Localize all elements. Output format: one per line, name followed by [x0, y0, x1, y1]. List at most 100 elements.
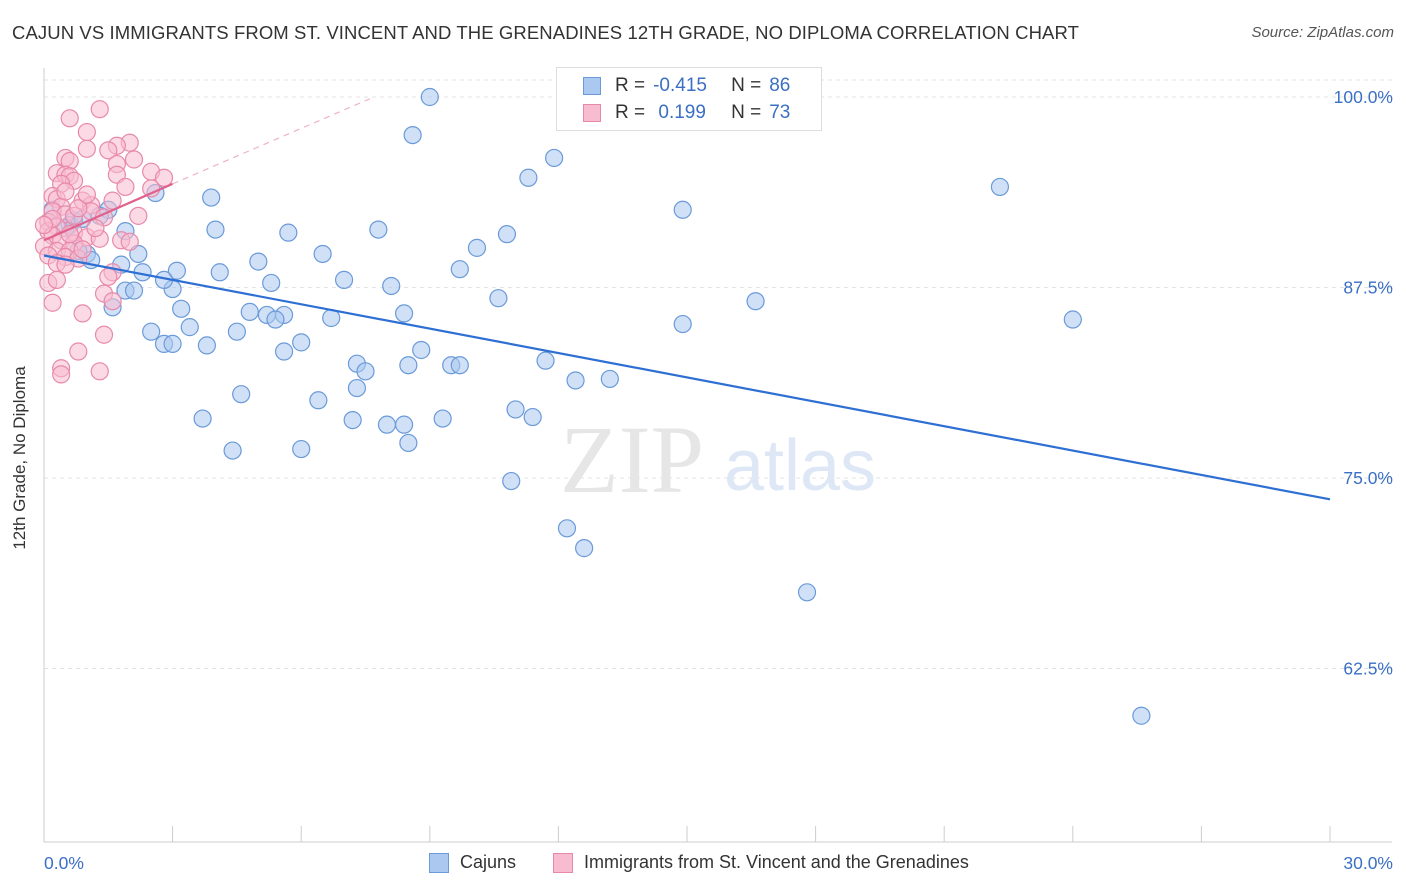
immigrant-point: [43, 293, 62, 312]
legend-label: Cajuns: [460, 852, 517, 872]
cajun-point: [262, 273, 281, 293]
immigrant-point: [73, 304, 92, 323]
y-tick-label: 62.5%: [1343, 659, 1393, 679]
cajun-point: [240, 302, 259, 321]
tick-labels: 62.5% 75.0% 87.5% 100.0% 0.0% 30.0%: [44, 87, 1393, 873]
trend-lines-top: [43, 182, 1331, 501]
immigrant-point: [99, 141, 118, 160]
cajun-point: [433, 409, 452, 428]
chart-title: CAJUN VS IMMIGRANTS FROM ST. VINCENT AND…: [12, 22, 1079, 43]
y-axis-label: 12th Grade, No Diploma: [10, 366, 29, 550]
immigrant-point: [120, 232, 139, 251]
cajun-point: [279, 223, 298, 242]
y-tick-label: 87.5%: [1343, 278, 1393, 298]
cajun-point: [502, 471, 521, 491]
cajun-point: [232, 385, 251, 404]
immigrant-point: [129, 206, 148, 225]
series-cajuns: [43, 87, 1151, 725]
cajun-point: [450, 356, 469, 375]
cajun-point: [369, 220, 388, 239]
cajun-point: [450, 260, 469, 279]
cajun-point: [382, 276, 401, 296]
series-legend: Cajuns Immigrants from St. Vincent and t…: [0, 852, 1406, 878]
cajun-point: [142, 322, 161, 341]
x-tick-label: 30.0%: [1343, 853, 1393, 873]
cajun-point: [343, 410, 362, 430]
cajun-point: [990, 177, 1010, 197]
cajun-point: [600, 369, 619, 389]
legend-label: Immigrants from St. Vincent and the Gren…: [584, 852, 969, 872]
stats-legend: R = -0.415 N = 86 R = 0.199 N = 73: [556, 67, 822, 131]
cajun-point: [292, 439, 311, 459]
cajun-point: [519, 168, 538, 187]
trend-line-immigrants: [43, 182, 174, 242]
cajun-point: [266, 310, 285, 329]
immigrant-point: [124, 150, 144, 169]
r-label: R =: [615, 75, 646, 96]
cajuns-swatch: [583, 77, 601, 95]
cajun-point: [210, 263, 229, 282]
cajun-point: [489, 289, 508, 308]
r-label: R =: [615, 102, 646, 123]
immigrant-point: [34, 215, 54, 235]
immigrant-point: [103, 292, 122, 311]
cajun-point: [202, 188, 221, 207]
stats-row-immigrants: R = 0.199 N = 73: [557, 100, 790, 126]
legend-item-immigrants[interactable]: Immigrants from St. Vincent and the Gren…: [553, 852, 969, 873]
cajun-point: [746, 292, 765, 311]
immigrants-swatch: [553, 852, 573, 873]
cajun-point: [403, 126, 422, 145]
cajun-point: [673, 200, 692, 219]
cajun-point: [523, 407, 542, 427]
cajun-point: [497, 225, 517, 244]
r-value: 0.199: [653, 102, 706, 123]
cajun-point: [377, 415, 397, 434]
cajun-point: [274, 342, 294, 361]
n-label: N =: [731, 75, 762, 96]
y-tick-label: 100.0%: [1334, 87, 1393, 107]
cajun-point: [399, 433, 418, 453]
data-points: [34, 87, 1151, 725]
cajun-point: [223, 441, 242, 460]
cajun-point: [197, 336, 216, 355]
n-value: 73: [769, 102, 791, 123]
cajun-point: [566, 371, 585, 390]
axes: [43, 68, 1392, 843]
grid-lines: [44, 79, 1392, 669]
cajun-point: [1063, 310, 1082, 329]
cajun-point: [206, 220, 225, 239]
watermark-atlas: atlas: [724, 426, 876, 506]
r-value: -0.415: [653, 75, 707, 96]
cajun-point: [575, 539, 594, 558]
cajun-point: [227, 322, 246, 341]
immigrant-point: [86, 218, 105, 238]
cajun-point: [506, 400, 525, 419]
cajun-point: [557, 519, 577, 538]
cajun-point: [545, 148, 564, 168]
cajun-point: [249, 252, 268, 271]
immigrant-point: [77, 122, 96, 142]
watermark: ZIP atlas: [560, 406, 876, 513]
immigrant-point: [69, 342, 88, 361]
trend-lines: [172, 96, 375, 185]
immigrant-point: [56, 182, 75, 201]
immigrant-point: [94, 325, 114, 344]
cajuns-swatch: [429, 852, 449, 873]
watermark-zip: ZIP: [560, 406, 704, 513]
cajun-point: [536, 351, 555, 370]
legend-item-cajuns[interactable]: Cajuns: [429, 852, 516, 873]
cajun-point: [180, 318, 199, 337]
immigrant-point: [77, 139, 96, 158]
cajun-point: [797, 583, 817, 602]
cajun-point: [172, 299, 191, 318]
immigrant-point: [77, 185, 96, 204]
immigrant-point: [60, 109, 79, 128]
stats-row-cajuns: R = -0.415 N = 86: [557, 73, 790, 99]
cajun-point: [394, 304, 414, 323]
cajun-point: [167, 261, 186, 280]
cajun-point: [334, 270, 354, 289]
cajun-point: [1132, 706, 1151, 725]
cajun-point: [356, 362, 375, 381]
y-tick-label: 75.0%: [1343, 468, 1393, 488]
